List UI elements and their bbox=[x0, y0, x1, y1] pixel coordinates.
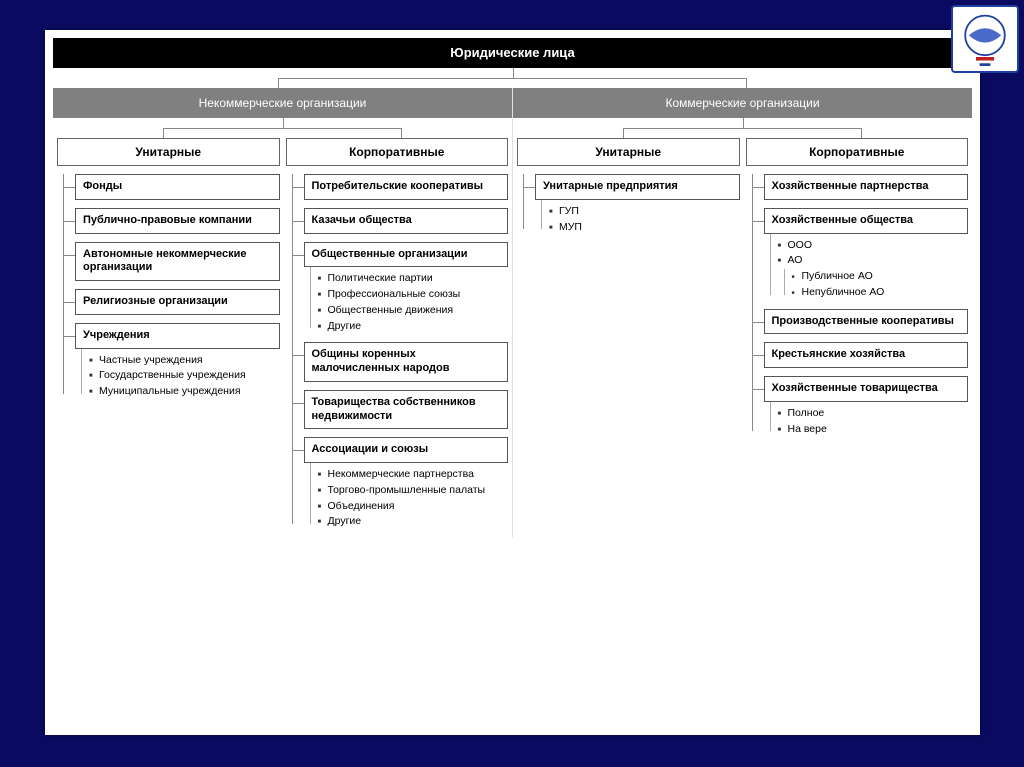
col-header: Унитарные bbox=[517, 138, 740, 166]
col-unitary-c: Унитарные Унитарные предприятия ГУП МУП bbox=[517, 138, 740, 445]
list-item: Политические партии bbox=[318, 271, 509, 287]
tree: Унитарные предприятия ГУП МУП bbox=[517, 174, 740, 243]
sub-list: Полное На вере bbox=[764, 402, 969, 438]
branch-label: Коммерческие организации bbox=[513, 88, 972, 118]
list-item: Муниципальные учреждения bbox=[89, 384, 280, 400]
tree-node: Крестьянские хозяйства bbox=[764, 342, 969, 368]
list-item: МУП bbox=[549, 220, 740, 236]
col-header: Корпоративные bbox=[286, 138, 509, 166]
tree-node: Казачьи общества bbox=[304, 208, 509, 234]
list-item: Непубличное АО bbox=[792, 285, 969, 301]
list-item: Публичное АО bbox=[792, 269, 969, 285]
sub-list: ГУП МУП bbox=[535, 200, 740, 236]
tree-node: Унитарные предприятия ГУП МУП bbox=[535, 174, 740, 235]
branches-row: Некоммерческие организации Унитарные Фон… bbox=[53, 88, 972, 538]
list-item: Частные учреждения bbox=[89, 353, 280, 369]
branch-connector bbox=[513, 118, 972, 138]
col-header: Корпоративные bbox=[746, 138, 969, 166]
branch-noncommercial: Некоммерческие организации Унитарные Фон… bbox=[53, 88, 512, 538]
list-item: Другие bbox=[318, 514, 509, 530]
tree-node: Общественные организации Политические па… bbox=[304, 242, 509, 335]
list-item: Полное bbox=[778, 406, 969, 422]
tree-node: Ассоциации и союзы Некоммерческие партне… bbox=[304, 437, 509, 530]
tree-node: Религиозные организации bbox=[75, 289, 280, 315]
sub-list: Некоммерческие партнерства Торгово-промы… bbox=[304, 463, 509, 530]
col-unitary-nc: Унитарные Фонды Публично-правовые компан… bbox=[57, 138, 280, 538]
tree: Фонды Публично-правовые компании Автоном… bbox=[57, 174, 280, 408]
list-item: Государственные учреждения bbox=[89, 368, 280, 384]
list-item: Другие bbox=[318, 319, 509, 335]
list-item: Торгово-промышленные палаты bbox=[318, 483, 509, 499]
tree: Потребительские кооперативы Казачьи обще… bbox=[286, 174, 509, 538]
sub-list: Политические партии Профессиональные сою… bbox=[304, 267, 509, 334]
tree-node: Потребительские кооперативы bbox=[304, 174, 509, 200]
tree: Хозяйственные партнерства Хозяйственные … bbox=[746, 174, 969, 445]
tree-node: Фонды bbox=[75, 174, 280, 200]
columns: Унитарные Унитарные предприятия ГУП МУП bbox=[513, 138, 972, 445]
root-connector bbox=[53, 68, 972, 88]
sub-sub-list: Публичное АО Непубличное АО bbox=[778, 269, 969, 301]
col-corporate-nc: Корпоративные Потребительские кооператив… bbox=[286, 138, 509, 538]
tree-node: Производственные кооперативы bbox=[764, 309, 969, 335]
branch-connector bbox=[53, 118, 512, 138]
list-item: ГУП bbox=[549, 204, 740, 220]
tree-node: Хозяйственные партнерства bbox=[764, 174, 969, 200]
col-header: Унитарные bbox=[57, 138, 280, 166]
list-item: На вере bbox=[778, 422, 969, 438]
tree-node: Хозяйственные товарищества Полное На вер… bbox=[764, 376, 969, 437]
university-logo-icon bbox=[951, 5, 1019, 73]
list-item: Некоммерческие партнерства bbox=[318, 467, 509, 483]
tree-node: Учреждения Частные учреждения Государств… bbox=[75, 323, 280, 400]
columns: Унитарные Фонды Публично-правовые компан… bbox=[53, 138, 512, 538]
tree-node: Автономные некоммерческие организации bbox=[75, 242, 280, 282]
list-item: Профессиональные союзы bbox=[318, 287, 509, 303]
tree-node: Товарищества собственников недвижимости bbox=[304, 390, 509, 430]
sub-list: ООО АО Публичное АО Непубличное АО bbox=[764, 234, 969, 301]
list-item: АО bbox=[778, 253, 969, 269]
tree-node: Хозяйственные общества ООО АО Публичное … bbox=[764, 208, 969, 301]
list-item: Общественные движения bbox=[318, 303, 509, 319]
branch-commercial: Коммерческие организации Унитарные Унита… bbox=[512, 88, 972, 538]
sub-list: Частные учреждения Государственные учреж… bbox=[75, 349, 280, 400]
col-corporate-c: Корпоративные Хозяйственные партнерства … bbox=[746, 138, 969, 445]
branch-label: Некоммерческие организации bbox=[53, 88, 512, 118]
tree-node: Общины коренных малочисленных народов bbox=[304, 342, 509, 382]
tree-node: Публично-правовые компании bbox=[75, 208, 280, 234]
root-node: Юридические лица bbox=[53, 38, 972, 68]
list-item: Объединения bbox=[318, 499, 509, 515]
diagram-panel: Юридические лица Некоммерческие организа… bbox=[45, 30, 980, 735]
list-item: ООО bbox=[778, 238, 969, 254]
